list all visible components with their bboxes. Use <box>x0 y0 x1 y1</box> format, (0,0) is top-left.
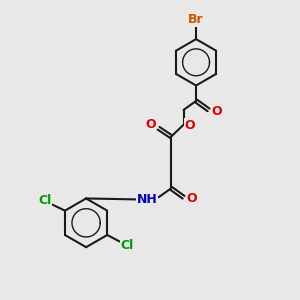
Text: O: O <box>187 192 197 205</box>
Text: O: O <box>185 119 195 132</box>
Text: Cl: Cl <box>38 194 51 207</box>
Text: O: O <box>145 118 156 131</box>
Text: O: O <box>212 105 222 118</box>
Text: NH: NH <box>137 193 158 206</box>
Text: Br: Br <box>188 13 204 26</box>
Text: Cl: Cl <box>121 239 134 252</box>
